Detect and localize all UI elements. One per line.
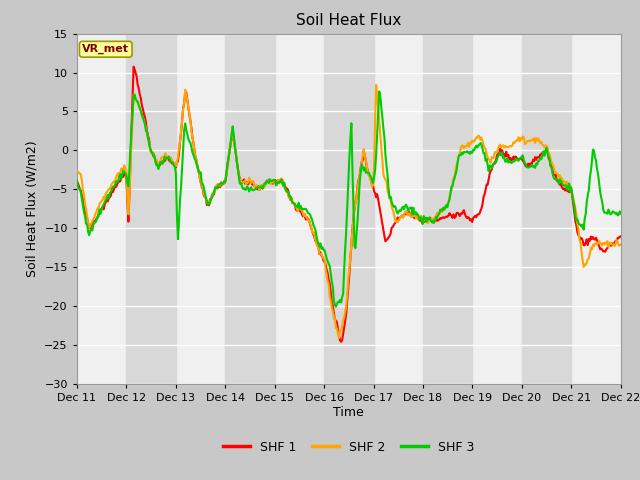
SHF 1 bbox=[617, 233, 625, 239]
Text: VR_met: VR_met bbox=[82, 44, 129, 54]
Line: SHF 3: SHF 3 bbox=[77, 92, 621, 307]
SHF 3 bbox=[617, 211, 625, 216]
SHF 1 bbox=[398, 213, 406, 218]
Title: Soil Heat Flux: Soil Heat Flux bbox=[296, 13, 401, 28]
Bar bbox=[126, 34, 176, 384]
Line: SHF 1: SHF 1 bbox=[77, 67, 621, 342]
SHF 2 bbox=[335, 335, 343, 341]
SHF 2 bbox=[572, 205, 579, 211]
SHF 2 bbox=[398, 213, 406, 219]
SHF 2 bbox=[174, 155, 182, 160]
Legend: SHF 1, SHF 2, SHF 3: SHF 1, SHF 2, SHF 3 bbox=[218, 436, 479, 459]
SHF 2 bbox=[259, 182, 266, 188]
SHF 1 bbox=[130, 64, 138, 70]
SHF 1 bbox=[260, 183, 268, 189]
SHF 3 bbox=[592, 157, 600, 163]
Y-axis label: Soil Heat Flux (W/m2): Soil Heat Flux (W/m2) bbox=[26, 141, 38, 277]
Line: SHF 2: SHF 2 bbox=[77, 85, 621, 338]
SHF 3 bbox=[398, 205, 406, 211]
SHF 1 bbox=[572, 218, 579, 224]
Bar bbox=[423, 34, 472, 384]
SHF 2 bbox=[73, 168, 81, 174]
SHF 3 bbox=[259, 186, 266, 192]
SHF 2 bbox=[134, 99, 141, 105]
Bar bbox=[324, 34, 374, 384]
Bar bbox=[522, 34, 572, 384]
SHF 1 bbox=[337, 339, 345, 345]
SHF 2 bbox=[617, 241, 625, 247]
Bar bbox=[225, 34, 275, 384]
SHF 3 bbox=[376, 89, 383, 95]
SHF 2 bbox=[372, 82, 380, 88]
SHF 1 bbox=[175, 151, 183, 156]
SHF 1 bbox=[73, 179, 81, 184]
SHF 3 bbox=[134, 98, 141, 104]
SHF 2 bbox=[592, 241, 600, 247]
SHF 1 bbox=[135, 85, 143, 91]
SHF 1 bbox=[592, 235, 600, 240]
SHF 3 bbox=[174, 236, 182, 242]
SHF 3 bbox=[73, 177, 81, 183]
SHF 3 bbox=[572, 214, 579, 219]
X-axis label: Time: Time bbox=[333, 406, 364, 419]
SHF 3 bbox=[332, 304, 340, 310]
